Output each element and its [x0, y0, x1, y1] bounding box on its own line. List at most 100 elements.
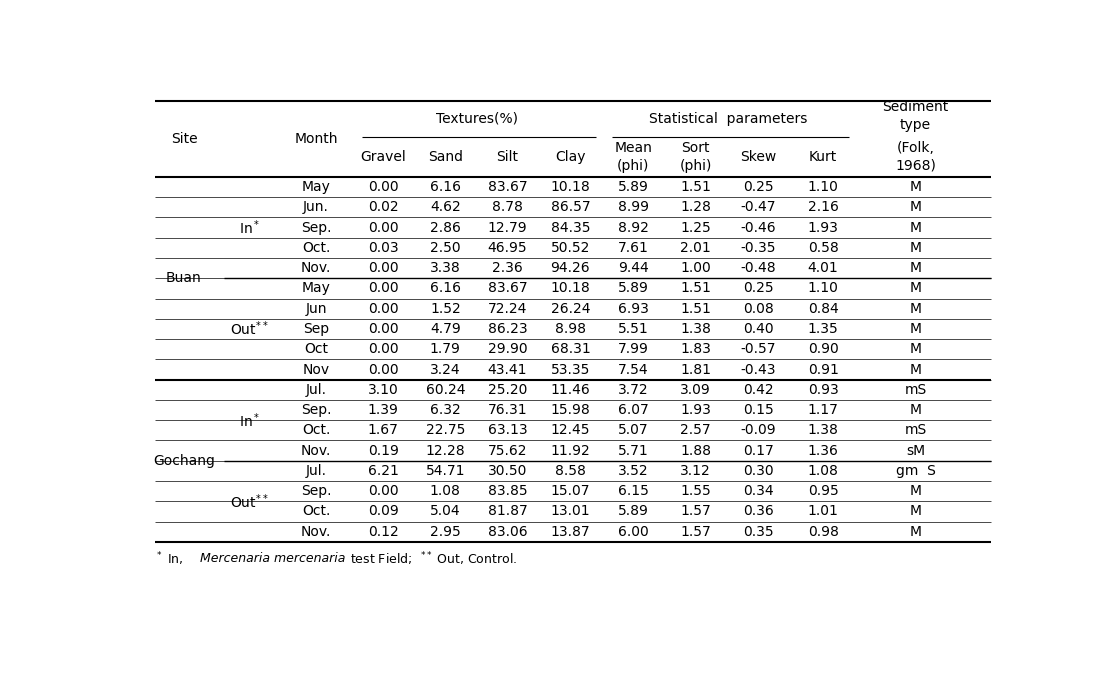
Text: -0.43: -0.43 [741, 363, 776, 376]
Text: Site: Site [170, 132, 197, 146]
Text: 1.55: 1.55 [680, 484, 711, 498]
Text: 0.00: 0.00 [368, 180, 398, 194]
Text: 0.90: 0.90 [808, 342, 838, 356]
Text: 8.58: 8.58 [555, 464, 585, 478]
Text: 30.50: 30.50 [487, 464, 528, 478]
Text: gm  S: gm S [896, 464, 935, 478]
Text: 3.38: 3.38 [430, 261, 461, 275]
Text: 2.36: 2.36 [492, 261, 523, 275]
Text: 1.36: 1.36 [808, 444, 838, 458]
Text: 0.34: 0.34 [743, 484, 774, 498]
Text: 0.00: 0.00 [368, 363, 398, 376]
Text: 5.89: 5.89 [618, 180, 649, 194]
Text: 1.38: 1.38 [808, 423, 838, 437]
Text: Out$^{**}$: Out$^{**}$ [230, 492, 269, 511]
Text: 6.15: 6.15 [618, 484, 649, 498]
Text: 83.67: 83.67 [487, 281, 528, 295]
Text: 2.01: 2.01 [680, 241, 711, 255]
Text: M: M [909, 302, 922, 316]
Text: test Field;  $^{**}$ Out, Control.: test Field; $^{**}$ Out, Control. [351, 550, 518, 568]
Text: 83.06: 83.06 [487, 525, 528, 539]
Text: 5.04: 5.04 [430, 505, 461, 518]
Text: 11.46: 11.46 [551, 383, 590, 397]
Text: 50.52: 50.52 [551, 241, 590, 255]
Text: 26.24: 26.24 [551, 302, 590, 316]
Text: Jul.: Jul. [305, 464, 326, 478]
Text: M: M [909, 261, 922, 275]
Text: 75.62: 75.62 [487, 444, 528, 458]
Text: 86.57: 86.57 [551, 200, 590, 214]
Text: Sep.: Sep. [301, 220, 332, 235]
Text: 3.09: 3.09 [680, 383, 711, 397]
Text: M: M [909, 220, 922, 235]
Text: 0.02: 0.02 [368, 200, 398, 214]
Text: -0.57: -0.57 [741, 342, 776, 356]
Text: 0.42: 0.42 [743, 383, 774, 397]
Text: 0.95: 0.95 [808, 484, 838, 498]
Text: $^*$ In,: $^*$ In, [155, 550, 185, 568]
Text: Oct.: Oct. [302, 423, 331, 437]
Text: Statistical  parameters: Statistical parameters [649, 112, 807, 126]
Text: 1.08: 1.08 [808, 464, 838, 478]
Text: Mean
(phi): Mean (phi) [614, 141, 652, 173]
Text: M: M [909, 200, 922, 214]
Text: Out$^{**}$: Out$^{**}$ [230, 319, 269, 339]
Text: 63.13: 63.13 [487, 423, 528, 437]
Text: -0.09: -0.09 [740, 423, 776, 437]
Text: 4.01: 4.01 [808, 261, 838, 275]
Text: 1.51: 1.51 [680, 281, 711, 295]
Text: mS: mS [905, 423, 926, 437]
Text: M: M [909, 525, 922, 539]
Text: M: M [909, 363, 922, 376]
Text: 10.18: 10.18 [551, 281, 590, 295]
Text: M: M [909, 403, 922, 417]
Text: 0.15: 0.15 [743, 403, 774, 417]
Text: 0.00: 0.00 [368, 220, 398, 235]
Text: Skew: Skew [740, 150, 777, 164]
Text: Clay: Clay [555, 150, 585, 164]
Text: M: M [909, 281, 922, 295]
Text: 68.31: 68.31 [551, 342, 590, 356]
Text: 5.89: 5.89 [618, 281, 649, 295]
Text: Oct.: Oct. [302, 505, 331, 518]
Text: Nov: Nov [303, 363, 329, 376]
Text: Sep.: Sep. [301, 403, 332, 417]
Text: 5.51: 5.51 [618, 322, 649, 336]
Text: -0.46: -0.46 [740, 220, 776, 235]
Text: Month: Month [294, 132, 337, 146]
Text: 4.79: 4.79 [430, 322, 461, 336]
Text: 83.67: 83.67 [487, 180, 528, 194]
Text: Silt: Silt [496, 150, 519, 164]
Text: 0.84: 0.84 [808, 302, 838, 316]
Text: 8.99: 8.99 [618, 200, 649, 214]
Text: 1.51: 1.51 [680, 180, 711, 194]
Text: 0.00: 0.00 [368, 342, 398, 356]
Text: 0.25: 0.25 [743, 281, 774, 295]
Text: 60.24: 60.24 [425, 383, 465, 397]
Text: 0.08: 0.08 [743, 302, 774, 316]
Text: Mercenaria mercenaria: Mercenaria mercenaria [199, 552, 345, 565]
Text: M: M [909, 180, 922, 194]
Text: 0.00: 0.00 [368, 261, 398, 275]
Text: mS: mS [905, 383, 926, 397]
Text: M: M [909, 241, 922, 255]
Text: 6.32: 6.32 [430, 403, 461, 417]
Text: Jul.: Jul. [305, 383, 326, 397]
Text: 5.71: 5.71 [618, 444, 649, 458]
Text: M: M [909, 322, 922, 336]
Text: 8.78: 8.78 [492, 200, 523, 214]
Text: Jun.: Jun. [303, 200, 328, 214]
Text: 11.92: 11.92 [551, 444, 590, 458]
Text: 0.12: 0.12 [368, 525, 398, 539]
Text: 0.58: 0.58 [808, 241, 838, 255]
Text: -0.47: -0.47 [741, 200, 776, 214]
Text: 72.24: 72.24 [487, 302, 528, 316]
Text: 0.00: 0.00 [368, 322, 398, 336]
Text: 6.16: 6.16 [430, 281, 461, 295]
Text: 1.67: 1.67 [367, 423, 398, 437]
Text: 2.16: 2.16 [808, 200, 838, 214]
Text: Sep.: Sep. [301, 484, 332, 498]
Text: 1.28: 1.28 [680, 200, 711, 214]
Text: 0.30: 0.30 [743, 464, 774, 478]
Text: 1.51: 1.51 [680, 302, 711, 316]
